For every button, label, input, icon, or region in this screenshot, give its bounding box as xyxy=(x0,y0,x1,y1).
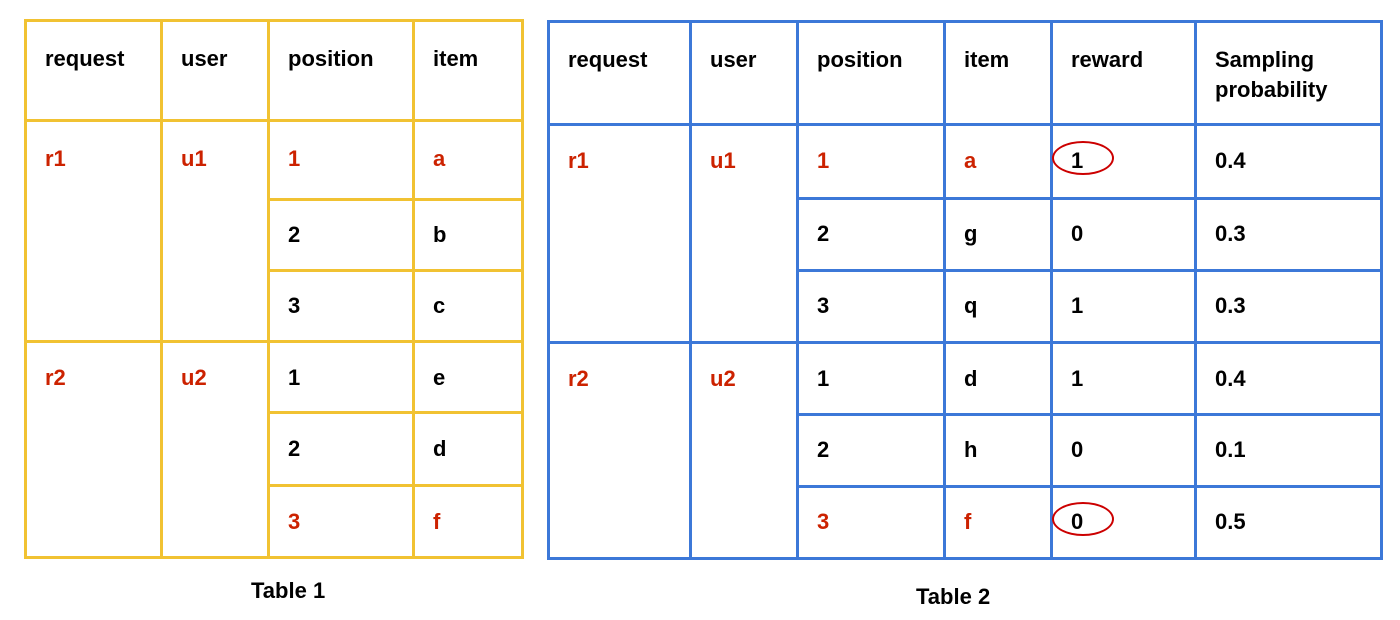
item-cell: f xyxy=(943,485,1053,560)
table-row: 3 q 1 0.3 xyxy=(549,269,1383,344)
column-header-user: user xyxy=(689,20,799,126)
item-cell: d xyxy=(412,411,524,487)
request-cell: r1 xyxy=(24,119,163,343)
column-header-position: position xyxy=(267,19,415,122)
item-cell: a xyxy=(412,119,524,201)
item-cell: a xyxy=(943,123,1053,200)
request-cell: r1 xyxy=(547,123,692,344)
position-cell: 3 xyxy=(267,484,415,559)
table-row: 3 f 0 0.5 xyxy=(549,485,1383,560)
item-cell: f xyxy=(412,484,524,559)
column-header-reward: reward xyxy=(1050,20,1197,126)
red-circle-annotation xyxy=(1052,141,1114,175)
position-cell: 3 xyxy=(796,269,946,344)
user-cell: u1 xyxy=(689,123,799,344)
table-header-row: request user position item reward Sampli… xyxy=(547,20,1383,126)
table-row: r2 u2 1 d 1 0.4 xyxy=(547,341,1383,560)
user-cell: u2 xyxy=(160,340,270,559)
table-row: r1 u1 1 a xyxy=(24,119,524,343)
table-row: r1 u1 1 a 1 0.4 xyxy=(547,123,1383,344)
item-cell: b xyxy=(412,198,524,272)
column-header-request: request xyxy=(24,19,163,122)
table-row: r2 u2 1 e xyxy=(24,340,524,559)
position-cell: 1 xyxy=(796,123,946,200)
probability-cell: 0.5 xyxy=(1194,485,1383,560)
table-row: 3 f xyxy=(26,484,524,559)
position-cell: 2 xyxy=(796,413,946,488)
table-row: 3 c xyxy=(26,269,524,343)
circled-reward: 1 xyxy=(1052,141,1194,176)
reward-cell: 1 xyxy=(1050,269,1197,344)
position-cell: 2 xyxy=(267,198,415,272)
circled-reward: 0 xyxy=(1052,502,1194,537)
reward-cell: 1 xyxy=(1050,123,1197,200)
position-cell: 2 xyxy=(267,411,415,487)
red-circle-annotation xyxy=(1052,502,1114,536)
reward-cell: 1 xyxy=(1050,341,1197,416)
column-header-item: item xyxy=(943,20,1053,126)
table-2-caption: Table 2 xyxy=(916,584,991,609)
position-cell: 2 xyxy=(796,197,946,272)
table-row: 2 h 0 0.1 xyxy=(549,413,1383,488)
position-cell: 3 xyxy=(267,269,415,343)
column-header-item: item xyxy=(412,19,524,122)
column-header-sampling-probability: Sampling probability xyxy=(1194,20,1383,126)
position-cell: 3 xyxy=(796,485,946,560)
request-cell: r2 xyxy=(24,340,163,559)
table-header-row: request user position item xyxy=(24,19,524,122)
probability-cell: 0.3 xyxy=(1194,197,1383,272)
reward-cell: 0 xyxy=(1050,485,1197,560)
table-row: 2 b xyxy=(26,198,524,272)
probability-cell: 0.4 xyxy=(1194,123,1383,200)
item-cell: g xyxy=(943,197,1053,272)
table-row: 2 g 0 0.3 xyxy=(549,197,1383,272)
column-header-request: request xyxy=(547,20,692,126)
item-cell: h xyxy=(943,413,1053,488)
reward-cell: 0 xyxy=(1050,413,1197,488)
item-cell: c xyxy=(412,269,524,343)
table-1-caption: Table 1 xyxy=(251,578,326,603)
user-cell: u1 xyxy=(160,119,270,343)
probability-cell: 0.4 xyxy=(1194,341,1383,416)
reward-cell: 0 xyxy=(1050,197,1197,272)
user-cell: u2 xyxy=(689,341,799,560)
table-1: request user position item r1 u1 1 a 2 b… xyxy=(24,19,524,559)
probability-cell: 0.3 xyxy=(1194,269,1383,344)
probability-cell: 0.1 xyxy=(1194,413,1383,488)
position-cell: 1 xyxy=(796,341,946,416)
column-header-position: position xyxy=(796,20,946,126)
position-cell: 1 xyxy=(267,119,415,201)
item-cell: q xyxy=(943,269,1053,344)
request-cell: r2 xyxy=(547,341,692,560)
table-row: 2 d xyxy=(26,411,524,487)
column-header-user: user xyxy=(160,19,270,122)
item-cell: d xyxy=(943,341,1053,416)
column-header-sampling-probability-label: Sampling probability xyxy=(1215,47,1328,102)
position-cell: 1 xyxy=(267,340,415,414)
item-cell: e xyxy=(412,340,524,414)
table-2: request user position item reward Sampli… xyxy=(547,20,1383,560)
